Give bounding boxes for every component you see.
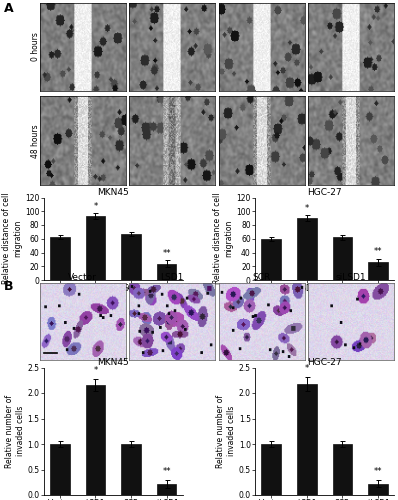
Text: A: A — [4, 2, 14, 16]
Y-axis label: Relative number of
invaded cells: Relative number of invaded cells — [216, 394, 236, 468]
Title: Vector: Vector — [68, 0, 97, 2]
Text: **: ** — [162, 467, 171, 476]
Bar — [297, 218, 316, 280]
Bar — [50, 236, 70, 280]
Bar — [86, 216, 105, 280]
Text: **: ** — [374, 247, 382, 256]
Title: HGC-27: HGC-27 — [307, 358, 342, 366]
Bar — [121, 444, 141, 495]
Title: Vector: Vector — [68, 272, 97, 281]
Title: SCR: SCR — [252, 0, 271, 2]
Bar — [261, 239, 281, 280]
Text: **: ** — [374, 468, 382, 476]
Bar — [157, 264, 176, 280]
Y-axis label: 0 hours: 0 hours — [31, 32, 40, 61]
Bar — [368, 262, 388, 280]
Title: MKN45: MKN45 — [98, 188, 129, 196]
Title: siLSD1: siLSD1 — [336, 272, 366, 281]
Bar — [121, 234, 141, 280]
Text: **: ** — [162, 248, 171, 258]
Bar — [86, 386, 105, 495]
Title: SCR: SCR — [252, 272, 271, 281]
Title: HGC-27: HGC-27 — [307, 188, 342, 196]
Title: siLSD1: siLSD1 — [336, 0, 366, 2]
Y-axis label: Relative distance of cell
migration: Relative distance of cell migration — [2, 193, 22, 284]
Text: *: * — [304, 204, 309, 213]
Bar — [368, 484, 388, 495]
Text: *: * — [94, 366, 98, 376]
Title: MKN45: MKN45 — [98, 358, 129, 366]
Y-axis label: Relative distance of cell
migration: Relative distance of cell migration — [213, 193, 234, 284]
Text: *: * — [94, 202, 98, 211]
Title: LSD1: LSD1 — [160, 272, 184, 281]
Text: B: B — [4, 280, 14, 293]
Title: LSD1: LSD1 — [160, 0, 184, 2]
Y-axis label: 48 hours: 48 hours — [31, 124, 40, 158]
Y-axis label: Relative number of
invaded cells: Relative number of invaded cells — [5, 394, 25, 468]
Bar — [333, 238, 352, 280]
Bar — [261, 444, 281, 495]
Text: *: * — [304, 364, 309, 373]
Bar — [333, 444, 352, 495]
Bar — [157, 484, 176, 495]
Bar — [50, 444, 70, 495]
Bar — [297, 384, 316, 495]
